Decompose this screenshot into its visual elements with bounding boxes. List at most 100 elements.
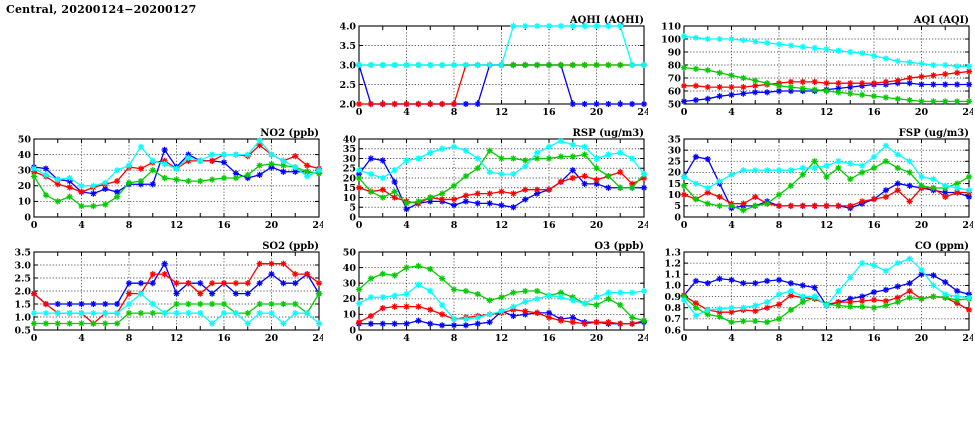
data-point-marker <box>232 151 239 158</box>
data-point-marker <box>752 82 759 89</box>
data-point-marker <box>775 87 783 95</box>
data-point-marker <box>740 167 747 174</box>
data-point-marker <box>906 80 913 87</box>
data-point-marker <box>114 320 121 327</box>
data-point-marker <box>617 100 624 108</box>
data-point-marker <box>894 283 901 290</box>
y-tick-label: 3.5 <box>339 41 356 52</box>
data-point-marker <box>752 202 759 209</box>
x-tick-label: 20 <box>590 107 604 118</box>
data-point-marker <box>427 194 434 201</box>
y-tick-label: 1.3 <box>664 247 681 258</box>
data-point-marker <box>557 317 564 324</box>
data-point-marker <box>716 69 723 76</box>
data-point-marker <box>379 157 386 164</box>
data-point-marker <box>930 176 937 183</box>
panel-o3: O3 (ppb) 0 10 20 30 40 50 0 4 8 12 16 20 24 <box>330 240 648 345</box>
data-point-marker <box>522 298 529 306</box>
data-point-marker <box>256 310 263 317</box>
data-point-marker <box>799 85 806 92</box>
data-point-marker <box>799 43 806 50</box>
data-point-marker <box>859 50 866 57</box>
data-point-marker <box>244 310 251 317</box>
data-point-marker <box>427 287 434 295</box>
y-tick-label: 60 <box>668 86 682 97</box>
data-point-marker <box>474 320 481 327</box>
data-point-marker <box>870 296 878 304</box>
chart-title: NO2 (ppb) <box>260 128 319 139</box>
data-point-marker <box>787 287 794 295</box>
data-point-marker <box>811 78 818 85</box>
data-point-marker <box>942 98 949 105</box>
data-point-marker <box>185 280 192 287</box>
data-point-marker <box>149 167 156 174</box>
y-tick-label: 3.5 <box>14 247 31 258</box>
data-point-marker <box>379 194 386 201</box>
data-point-marker <box>918 60 925 67</box>
data-point-marker <box>30 165 38 172</box>
data-point-marker <box>716 193 723 201</box>
data-point-marker <box>462 192 469 199</box>
data-point-marker <box>450 143 458 150</box>
x-tick-label: 16 <box>217 220 231 231</box>
data-point-marker <box>78 202 85 210</box>
data-point-marker <box>859 303 866 310</box>
y-tick-label: 15 <box>668 179 681 190</box>
data-point-marker <box>906 280 913 287</box>
data-point-marker <box>125 300 133 308</box>
data-point-marker <box>954 184 961 192</box>
data-point-marker <box>728 91 735 98</box>
x-tick-label: 8 <box>776 220 783 231</box>
x-tick-label: 12 <box>170 333 183 344</box>
data-point-marker <box>764 80 771 87</box>
data-point-marker <box>545 314 553 321</box>
data-point-marker <box>185 178 192 185</box>
data-point-marker <box>930 184 937 192</box>
data-point-marker <box>244 280 251 287</box>
data-point-marker <box>244 151 251 158</box>
data-point-marker <box>315 167 323 174</box>
data-point-marker <box>450 315 458 323</box>
data-point-marker <box>965 294 973 301</box>
data-point-marker <box>391 292 398 299</box>
data-point-marker <box>391 303 398 310</box>
data-point-marker <box>403 206 410 213</box>
data-point-marker <box>581 180 588 187</box>
data-point-marker <box>391 188 398 195</box>
data-point-marker <box>906 182 913 189</box>
data-point-marker <box>137 290 144 297</box>
data-point-marker <box>534 22 541 30</box>
data-point-marker <box>522 157 529 164</box>
y-tick-label: 0.6 <box>664 325 681 336</box>
data-point-marker <box>882 267 889 275</box>
data-point-marker <box>185 300 192 308</box>
data-point-marker <box>355 286 363 293</box>
data-point-marker <box>30 173 38 180</box>
data-point-marker <box>415 262 422 270</box>
y-tick-label: 1.5 <box>14 299 31 310</box>
data-point-marker <box>882 55 889 62</box>
data-point-marker <box>965 173 973 180</box>
data-point-marker <box>787 42 794 49</box>
data-point-marker <box>545 155 553 162</box>
data-point-marker <box>256 300 263 308</box>
data-point-marker <box>870 164 878 172</box>
data-point-marker <box>593 22 600 30</box>
data-point-marker <box>835 85 842 92</box>
data-point-marker <box>280 300 287 308</box>
data-point-marker <box>486 61 493 69</box>
data-point-marker <box>462 287 469 295</box>
data-point-marker <box>882 158 889 165</box>
data-point-marker <box>232 290 239 297</box>
data-point-marker <box>811 202 818 209</box>
data-point-marker <box>764 304 771 311</box>
data-point-marker <box>593 319 600 326</box>
data-point-marker <box>557 137 564 145</box>
data-point-marker <box>823 87 830 95</box>
data-point-marker <box>522 22 529 30</box>
data-point-marker <box>799 202 806 209</box>
data-point-marker <box>280 168 287 175</box>
data-point-marker <box>292 310 299 317</box>
data-point-marker <box>197 300 204 308</box>
x-tick-label: 0 <box>31 333 38 344</box>
